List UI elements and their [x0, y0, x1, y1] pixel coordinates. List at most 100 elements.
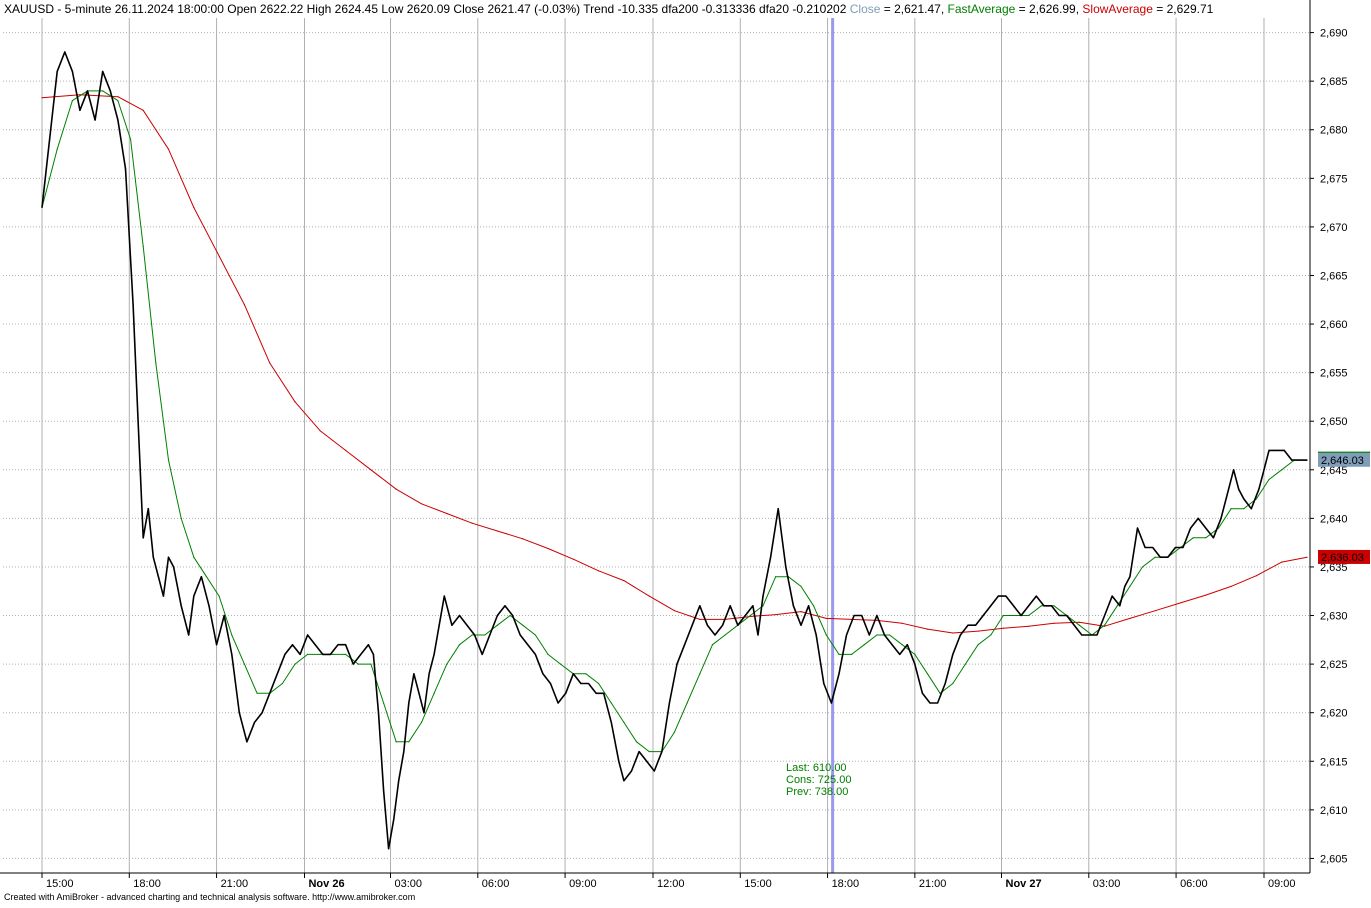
data-point-close	[511, 614, 514, 617]
data-point-slowaverage	[1281, 561, 1283, 563]
data-point-fastaverage	[686, 702, 688, 704]
data-point-fastaverage	[648, 750, 650, 753]
data-point-close	[86, 90, 89, 92]
data-point-slowaverage	[673, 610, 676, 612]
data-point-close	[1124, 585, 1126, 587]
data-point-slowaverage	[623, 579, 625, 582]
data-point-fastaverage	[370, 663, 372, 665]
data-point-fastaverage	[1129, 585, 1131, 587]
data-point-fastaverage	[129, 138, 132, 141]
data-point-close	[504, 605, 506, 607]
data-point-close	[489, 634, 491, 636]
data-point-fastaverage	[281, 682, 283, 685]
data-point-fastaverage	[496, 624, 498, 626]
data-point-close	[329, 653, 332, 655]
data-point-fastaverage	[71, 99, 73, 102]
data-point-close	[1174, 546, 1177, 549]
data-point-close	[188, 634, 190, 636]
data-point-close	[944, 682, 946, 685]
data-point-close	[393, 818, 395, 821]
data-point-close	[1012, 605, 1015, 607]
data-point-close	[661, 750, 663, 753]
data-point-fastaverage	[1243, 508, 1245, 510]
data-point-fastaverage	[167, 459, 170, 461]
data-point-fastaverage	[433, 692, 435, 694]
data-point-close	[382, 789, 385, 792]
data-point-fastaverage	[1053, 605, 1055, 607]
data-point-fastaverage	[901, 644, 903, 646]
data-point-close	[1081, 634, 1083, 636]
data-point-slowaverage	[598, 570, 600, 572]
data-point-close	[1227, 488, 1230, 490]
data-point-close	[587, 682, 590, 685]
data-point-close	[549, 682, 552, 685]
data-point-close	[1268, 449, 1270, 451]
data-point-close	[360, 653, 362, 655]
x-tick-label: 21:00	[221, 878, 249, 890]
data-point-close	[71, 70, 73, 73]
data-point-close	[162, 595, 165, 597]
data-point-close	[418, 692, 420, 694]
data-point-fastaverage	[1078, 624, 1080, 626]
data-point-close	[48, 138, 51, 141]
data-point-close	[1190, 527, 1192, 529]
data-point-close	[990, 605, 992, 607]
data-point-slowaverage	[319, 430, 321, 432]
data-point-slowaverage	[926, 628, 929, 630]
data-point-fastaverage	[560, 663, 562, 665]
data-point-close	[117, 119, 119, 121]
data-point-slowaverage	[1129, 617, 1131, 620]
data-point-close	[180, 605, 182, 607]
data-point-close	[868, 634, 870, 636]
y-tick-label: 2,680	[1320, 125, 1348, 137]
data-point-fastaverage	[180, 517, 182, 519]
data-point-close	[388, 848, 390, 850]
data-point-close	[423, 712, 425, 714]
data-point-close	[1050, 605, 1053, 607]
x-tick-label: 15:00	[46, 878, 74, 890]
y-tick-label: 2,635	[1320, 562, 1348, 574]
data-point-slowaverage	[1028, 625, 1030, 627]
data-point-fastaverage	[509, 614, 511, 617]
data-point-close	[1119, 605, 1121, 607]
data-point-slowaverage	[901, 622, 903, 624]
y-tick-label: 2,645	[1320, 465, 1348, 477]
data-point-close	[458, 614, 461, 617]
data-point-close	[124, 167, 127, 170]
data-point-close	[737, 624, 739, 626]
data-point-fastaverage	[56, 148, 58, 150]
y-tick-label: 2,605	[1320, 853, 1348, 865]
data-point-close	[142, 537, 144, 539]
data-point-close	[1104, 614, 1106, 617]
data-point-slowaverage	[522, 538, 524, 540]
data-point-close	[215, 644, 218, 646]
data-point-close	[982, 614, 984, 617]
data-point-fastaverage	[673, 731, 676, 733]
data-point-close	[1283, 449, 1285, 451]
chart-header: XAUUSD - 5-minute 26.11.2024 18:00:00 Op…	[4, 2, 1214, 16]
data-point-fastaverage	[319, 653, 321, 655]
y-tick-label: 2,660	[1320, 319, 1348, 331]
data-point-close	[929, 702, 931, 704]
data-point-close	[542, 673, 544, 675]
series-close	[41, 51, 1308, 850]
data-point-fastaverage	[357, 663, 359, 665]
data-point-close	[557, 702, 559, 704]
data-point-fastaverage	[1116, 605, 1118, 607]
data-point-close	[1066, 614, 1068, 617]
data-point-fastaverage	[863, 644, 865, 646]
data-point-close	[1167, 556, 1169, 558]
data-point-close	[714, 634, 716, 636]
data-point-fastaverage	[775, 576, 777, 578]
data-point-close	[223, 614, 225, 617]
data-point-close	[676, 663, 678, 665]
data-point-close	[428, 673, 430, 675]
data-point-close	[64, 51, 66, 53]
data-point-fastaverage	[876, 634, 878, 636]
header-fast-label: FastAverage	[948, 2, 1016, 16]
data-point-fastaverage	[142, 245, 144, 247]
data-point-close	[261, 712, 263, 714]
data-point-fastaverage	[408, 741, 410, 743]
data-point-slowaverage	[395, 488, 397, 490]
